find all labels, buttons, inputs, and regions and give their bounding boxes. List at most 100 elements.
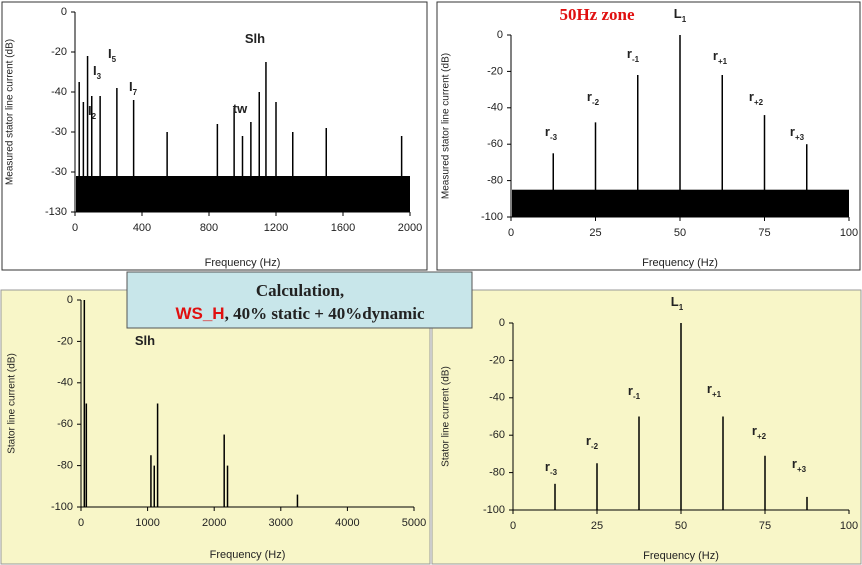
y-tick-label: 0: [499, 317, 505, 329]
annotation-sub: 3: [97, 72, 102, 81]
annotation-text: r: [545, 124, 550, 139]
y-tick-label: -40: [489, 392, 505, 404]
y-axis-label: Measured stator line current (dB): [5, 39, 16, 185]
y-tick-label: -20: [57, 335, 73, 347]
annotation-text: r: [545, 459, 550, 474]
callout-line: Calculation,: [256, 281, 344, 300]
x-tick-label: 2000: [398, 222, 422, 234]
y-tick-label: -80: [487, 175, 503, 187]
annotation-text: L: [671, 294, 679, 309]
annotation-sub: +2: [757, 432, 767, 441]
callout-text: , 40% static + 40%dynamic: [225, 304, 425, 323]
y-tick-label: -60: [487, 138, 503, 150]
annotation: r-1: [628, 383, 641, 401]
chart-title: 50Hz zone: [559, 5, 635, 24]
x-tick-label: 0: [508, 227, 514, 239]
y-tick-label: -30: [51, 166, 67, 178]
annotation-sub: 1: [679, 303, 684, 312]
x-tick-label: 1600: [331, 222, 355, 234]
annotation-sub: 2: [92, 112, 97, 121]
x-tick-label: 400: [133, 222, 151, 234]
annotation: r+1: [713, 48, 728, 66]
annotation: r+3: [790, 124, 805, 142]
callout-tag: WS_H: [175, 304, 224, 323]
panel: [431, 289, 862, 565]
x-tick-label: 0: [72, 222, 78, 234]
y-tick-label: -20: [487, 65, 503, 77]
x-axis-label: Frequency (Hz): [210, 549, 286, 561]
annotation: I5: [108, 46, 117, 64]
callout-line: WS_H, 40% static + 40%dynamic: [175, 304, 425, 324]
annotation-sub: -2: [591, 442, 599, 451]
y-tick-label: -30: [51, 126, 67, 138]
annotation: r+3: [792, 456, 807, 474]
annotation: tw: [233, 101, 248, 116]
annotation-text: r: [628, 383, 633, 398]
annotation-text: r: [586, 433, 591, 448]
annotation-text: r: [749, 89, 754, 104]
annotation-text: Slh: [245, 31, 265, 46]
annotation-text: r: [792, 456, 797, 471]
x-tick-label: 1200: [264, 222, 288, 234]
annotation-sub: -3: [550, 133, 558, 142]
annotation-sub: -1: [633, 392, 641, 401]
y-tick-label: -80: [489, 467, 505, 479]
annotation: r-3: [545, 124, 558, 142]
annotation-text: L: [674, 6, 682, 21]
annotation-sub: 5: [112, 55, 117, 64]
annotation: Slh: [135, 333, 155, 348]
annotation: I2: [88, 103, 97, 121]
y-tick-label: -40: [51, 86, 67, 98]
annotation-text: r: [752, 423, 757, 438]
annotation: r+2: [749, 89, 764, 107]
panel: [436, 1, 861, 271]
y-tick-label: 0: [67, 294, 73, 306]
x-tick-label: 25: [589, 227, 601, 239]
y-tick-label: 0: [61, 6, 67, 18]
x-tick-label: 100: [840, 227, 858, 239]
annotation-text: r: [713, 48, 718, 63]
annotation-sub: +2: [754, 98, 764, 107]
annotation: L1: [671, 294, 684, 312]
x-axis-label: Frequency (Hz): [643, 550, 719, 562]
annotation-text: r: [587, 89, 592, 104]
annotation: r+2: [752, 423, 767, 441]
annotation-text: I: [88, 103, 92, 118]
x-tick-label: 50: [674, 227, 686, 239]
y-tick-label: -20: [489, 354, 505, 366]
y-axis-label: Stator line current (dB): [441, 366, 452, 467]
x-tick-label: 5000: [402, 517, 426, 529]
y-tick-label: -130: [45, 206, 67, 218]
x-tick-label: 75: [758, 227, 770, 239]
annotation-sub: +3: [797, 465, 807, 474]
x-axis-label: Frequency (Hz): [642, 257, 718, 269]
annotation-text: I: [129, 79, 133, 94]
annotation-sub: -2: [592, 98, 600, 107]
y-tick-label: -100: [481, 211, 503, 223]
annotation: Slh: [245, 31, 265, 46]
annotation: I3: [93, 63, 102, 81]
x-tick-label: 75: [759, 520, 771, 532]
annotation-text: tw: [233, 101, 248, 116]
annotation-text: r: [627, 46, 632, 61]
y-tick-label: -100: [51, 501, 73, 513]
annotation-text: I: [93, 63, 97, 78]
panel: [1, 1, 428, 271]
annotation: r-1: [627, 46, 640, 64]
y-tick-label: -60: [57, 418, 73, 430]
y-tick-label: -40: [57, 377, 73, 389]
annotation-sub: +1: [712, 390, 722, 399]
annotation: r-2: [586, 433, 599, 451]
annotation: r+1: [707, 381, 722, 399]
x-tick-label: 800: [200, 222, 218, 234]
x-tick-label: 2000: [202, 517, 226, 529]
annotation-text: r: [790, 124, 795, 139]
annotation-sub: 1: [682, 15, 687, 24]
x-axis-label: Frequency (Hz): [205, 257, 281, 269]
y-axis-label: Measured stator line current (dB): [441, 53, 452, 199]
x-tick-label: 0: [78, 517, 84, 529]
annotation: I7: [129, 79, 138, 97]
callout-box: [126, 271, 473, 329]
